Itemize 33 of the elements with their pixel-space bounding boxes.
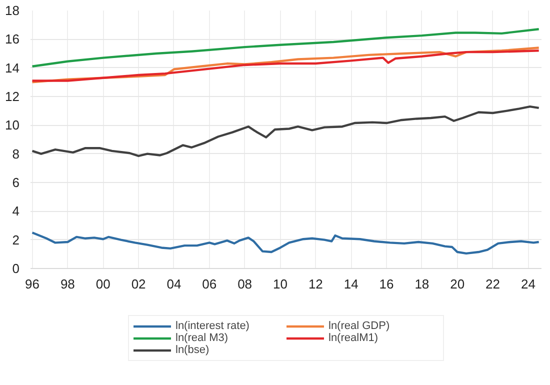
y-tick-label: 8 — [12, 146, 20, 162]
y-tick-label: 4 — [12, 204, 20, 219]
x-tick-label: 22 — [486, 276, 500, 292]
x-tick-label: 06 — [202, 276, 217, 292]
legend-label: ln(interest rate) — [176, 320, 250, 332]
x-tick-label: 20 — [450, 276, 465, 292]
legend-label: ln(bse) — [176, 344, 210, 356]
line-series — [31, 28, 540, 68]
y-tick-label: 10 — [5, 118, 20, 133]
x-tick-label: 16 — [379, 276, 394, 292]
line-series — [31, 105, 540, 158]
legend-label: ln(realM1) — [328, 332, 380, 344]
y-tick-label: 12 — [5, 89, 20, 104]
x-tick-label: 04 — [166, 276, 182, 292]
x-tick-label: 10 — [273, 276, 288, 292]
y-tick-label: 0 — [12, 261, 20, 276]
y-tick-label: 6 — [12, 175, 20, 190]
x-tick-label: 24 — [520, 276, 536, 292]
y-tick-label: 14 — [5, 60, 20, 76]
y-tick-label: 18 — [5, 3, 20, 18]
x-tick-label: 14 — [344, 276, 358, 292]
x-tick-label: 02 — [131, 276, 146, 292]
legend-label: ln(real M3) — [176, 332, 230, 344]
x-tick-label: 98 — [60, 276, 75, 292]
y-tick-label: 2 — [12, 232, 20, 248]
x-tick-label: 08 — [238, 276, 252, 292]
legend-label: ln(real GDP) — [328, 320, 391, 332]
x-tick-label: 00 — [96, 276, 110, 292]
x-tick-label: 96 — [25, 276, 40, 292]
y-tick-label: 16 — [5, 32, 20, 47]
line-series — [31, 232, 540, 255]
x-tick-label: 12 — [308, 276, 323, 292]
x-tick-label: 18 — [414, 276, 430, 292]
